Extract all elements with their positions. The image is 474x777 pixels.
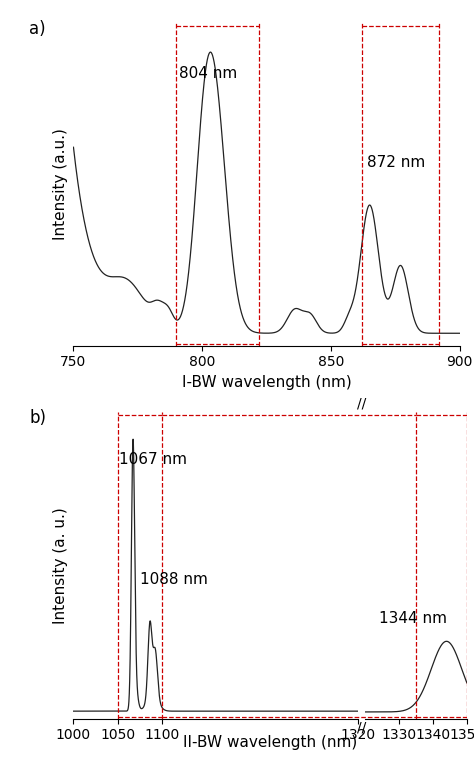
Y-axis label: Intensity (a. u.): Intensity (a. u.) — [53, 507, 68, 624]
Text: 1088 nm: 1088 nm — [140, 573, 208, 587]
X-axis label: I-BW wavelength (nm): I-BW wavelength (nm) — [182, 375, 352, 390]
Text: b): b) — [29, 409, 46, 427]
Y-axis label: Intensity (a.u.): Intensity (a.u.) — [53, 129, 68, 240]
Text: //: // — [357, 720, 366, 734]
Text: II-BW wavelength (nm): II-BW wavelength (nm) — [183, 736, 357, 751]
Text: 1067 nm: 1067 nm — [119, 452, 187, 467]
Text: a): a) — [29, 20, 46, 38]
Text: 872 nm: 872 nm — [367, 155, 425, 170]
Text: 804 nm: 804 nm — [179, 66, 237, 81]
Text: 1344 nm: 1344 nm — [379, 611, 447, 625]
Text: //: // — [357, 396, 366, 410]
